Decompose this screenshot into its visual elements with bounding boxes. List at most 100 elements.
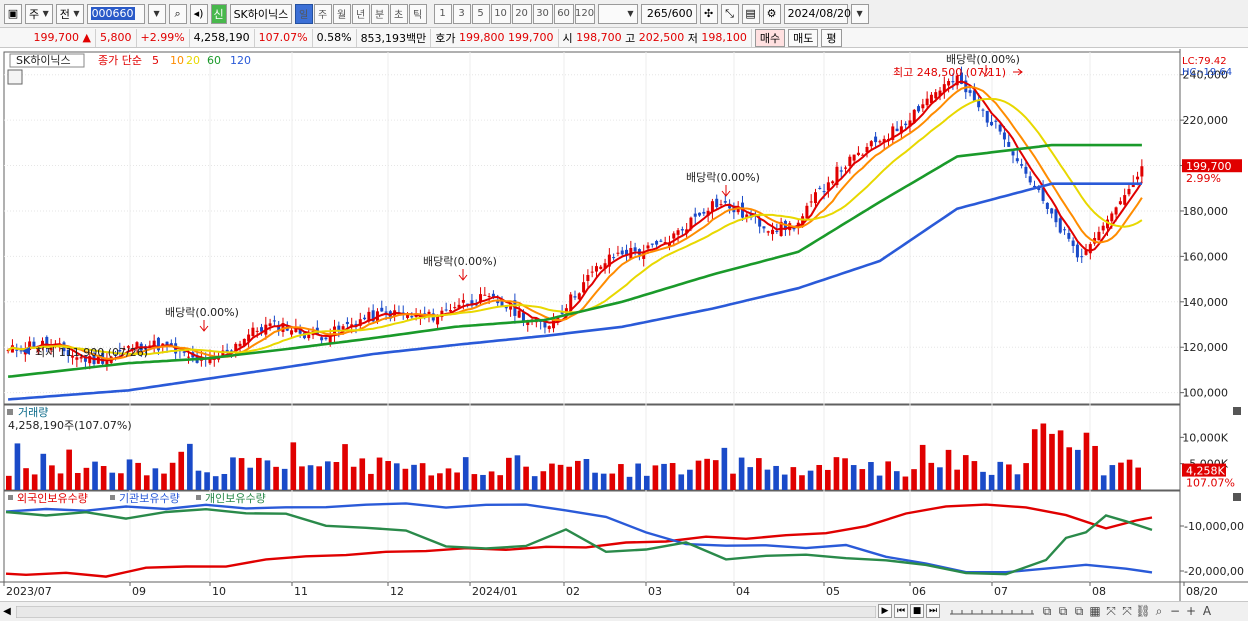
interval-tab[interactable]: 60 (553, 3, 574, 24)
x-tick-label: 11 (294, 585, 308, 598)
stock-name-field[interactable]: SK하이닉스 (229, 3, 292, 24)
scroll-right-icon[interactable]: ▶ (878, 604, 892, 618)
code-dropdown-button[interactable]: ▼ (147, 3, 166, 24)
layout-icon[interactable]: ▣ (4, 3, 22, 24)
crosshair-icon[interactable]: ✣ (699, 3, 718, 24)
interval-tab[interactable]: 30 (532, 3, 553, 24)
candle-body (904, 123, 908, 126)
window-icon[interactable]: ⧉ (1042, 603, 1052, 618)
zoom-slider[interactable] (948, 606, 1036, 618)
interval-tab[interactable]: 3 (452, 3, 471, 24)
buy-button[interactable]: 매수 (754, 28, 786, 47)
window-icon[interactable]: ⧉ (1058, 603, 1068, 618)
volume-bar (480, 474, 486, 490)
period-tab[interactable]: 틱 (408, 3, 427, 24)
period-tab[interactable]: 년 (351, 3, 370, 24)
jump-start-icon[interactable]: ⏮ (894, 604, 908, 618)
candle-body (865, 146, 869, 153)
eval-button[interactable]: 평 (821, 28, 842, 47)
date-field[interactable]: 2024/08/20 (783, 3, 851, 24)
chevron-down-icon: ▼ (42, 9, 49, 18)
x-tick-label: 04 (736, 585, 750, 598)
window-icon[interactable]: ⧉ (1074, 603, 1084, 618)
search-icon[interactable]: ⌕ (1155, 603, 1163, 618)
volume-bar (1049, 433, 1055, 490)
volume-bar (609, 473, 616, 490)
trend-icon[interactable]: ⤡ (720, 3, 739, 24)
count-field[interactable]: 265/600 (640, 3, 697, 24)
scale-icon[interactable]: ⤧ (1122, 603, 1132, 618)
scroll-track[interactable] (16, 606, 876, 618)
interval-custom-select[interactable]: ▼ (597, 3, 638, 24)
gear-icon[interactable]: ⚙ (762, 3, 781, 24)
candle-body (440, 310, 444, 318)
zoom-in-icon[interactable]: + (1185, 604, 1197, 618)
last-price-tag: 199,700 (1186, 160, 1232, 173)
candle-body (487, 296, 491, 298)
candle-body (706, 210, 710, 216)
type-select[interactable]: 주 ▼ (25, 3, 53, 24)
holder-legend-label: 기관보유수량 (119, 492, 180, 505)
legend-ma-period: 120 (230, 54, 251, 67)
candle-body (406, 314, 410, 318)
interval-tab[interactable]: 120 (574, 3, 595, 24)
stock-chart[interactable]: 100,000120,000140,000160,000180,000200,0… (0, 49, 1248, 601)
candle-body (968, 90, 972, 93)
candle-body (715, 198, 719, 208)
volume-bar (74, 472, 81, 490)
scroll-left-icon[interactable]: ◀ (3, 606, 11, 617)
search-button[interactable]: ⌕ (168, 3, 187, 24)
volume-bar (92, 461, 98, 490)
candle-body (972, 90, 976, 101)
prev-select[interactable]: 전 ▼ (55, 3, 84, 24)
period-tab[interactable]: 월 (332, 3, 351, 24)
period-tab[interactable]: 일 (294, 3, 313, 24)
candle-body (831, 181, 835, 184)
chevron-down-icon: ▼ (856, 9, 863, 18)
new-badge[interactable]: 신 (210, 3, 227, 24)
volume-bar (704, 458, 710, 490)
period-tab[interactable]: 초 (389, 3, 408, 24)
holder-line-2 (5, 507, 1153, 576)
interval-tab[interactable]: 1 (433, 3, 452, 24)
candle-body (723, 201, 727, 203)
candle-body (328, 335, 332, 343)
interval-tab[interactable]: 5 (471, 3, 490, 24)
volume-bar (307, 465, 314, 490)
volume-bar (143, 475, 150, 490)
legend-stock-name: SK하이닉스 (16, 53, 71, 67)
volume-bar (100, 466, 107, 490)
candle-body (15, 349, 19, 351)
scale-icon[interactable]: ⤧ (1106, 603, 1116, 618)
calendar-dropdown-button[interactable]: ▼ (850, 3, 869, 24)
volume-bar (514, 455, 521, 490)
speaker-button[interactable]: ◂) (189, 3, 208, 24)
volume-bar (411, 464, 417, 490)
interval-tab[interactable]: 20 (511, 3, 532, 24)
save-icon[interactable]: ▤ (741, 3, 760, 24)
candle-body (1127, 188, 1131, 195)
period-tab[interactable]: 분 (370, 3, 389, 24)
volume-bar (109, 472, 116, 490)
layout-icon[interactable]: ▦ (1089, 604, 1101, 618)
link-icon[interactable]: ⛓ (1135, 604, 1151, 618)
jump-end-icon[interactable]: ⏭ (926, 604, 940, 618)
zoom-out-icon[interactable]: − (1169, 604, 1181, 618)
candle-body (32, 341, 36, 348)
candle-body (758, 218, 762, 227)
stop-icon[interactable]: ■ (910, 604, 924, 618)
volume-bar (238, 458, 245, 490)
chevron-down-icon: ▼ (153, 9, 160, 18)
volume-bar (790, 467, 797, 490)
candle-body (689, 217, 693, 230)
volume-bar (324, 461, 331, 490)
font-size-icon[interactable]: A (1202, 604, 1212, 618)
candle-body (569, 294, 573, 311)
code-input[interactable]: 000660 (86, 3, 145, 24)
period-tab[interactable]: 주 (313, 3, 332, 24)
candle-body (1054, 209, 1058, 223)
candle-body (182, 351, 186, 353)
sell-button[interactable]: 매도 (788, 28, 819, 47)
interval-tab[interactable]: 10 (490, 3, 511, 24)
